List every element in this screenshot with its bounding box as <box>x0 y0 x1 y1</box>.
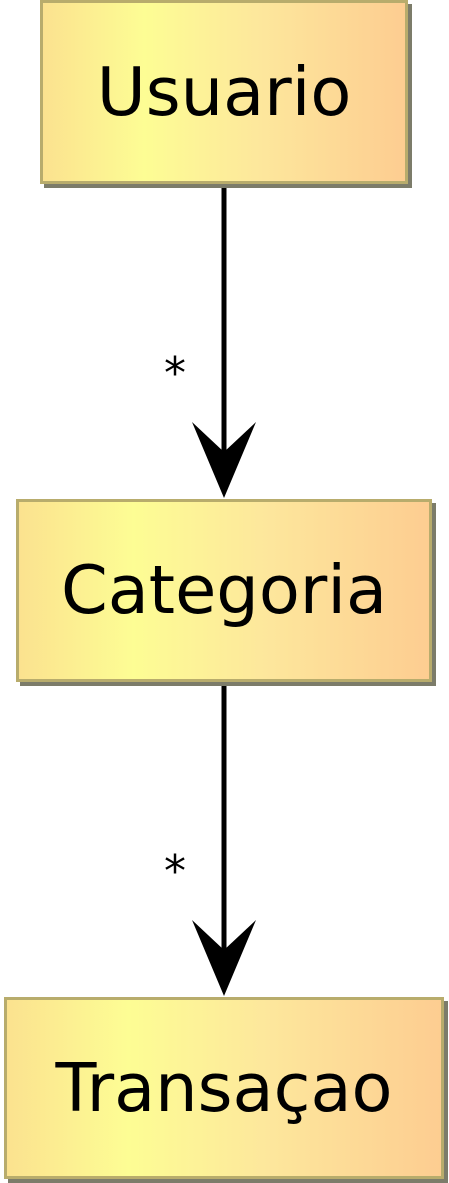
class-node-transacao[interactable]: Transaçao <box>4 997 444 1179</box>
class-node-usuario[interactable]: Usuario <box>40 0 408 184</box>
edge-usuario-categoria <box>192 184 256 498</box>
multiplicity-label: * <box>164 348 186 399</box>
class-node-categoria[interactable]: Categoria <box>16 499 432 682</box>
class-name: Categoria <box>60 551 388 629</box>
edge-categoria-transacao <box>192 682 256 996</box>
arrowhead-icon <box>192 920 256 996</box>
multiplicity-label: * <box>164 846 186 897</box>
arrowhead-icon <box>192 422 256 498</box>
class-name: Usuario <box>96 52 352 131</box>
class-name: Transaçao <box>55 1048 393 1127</box>
